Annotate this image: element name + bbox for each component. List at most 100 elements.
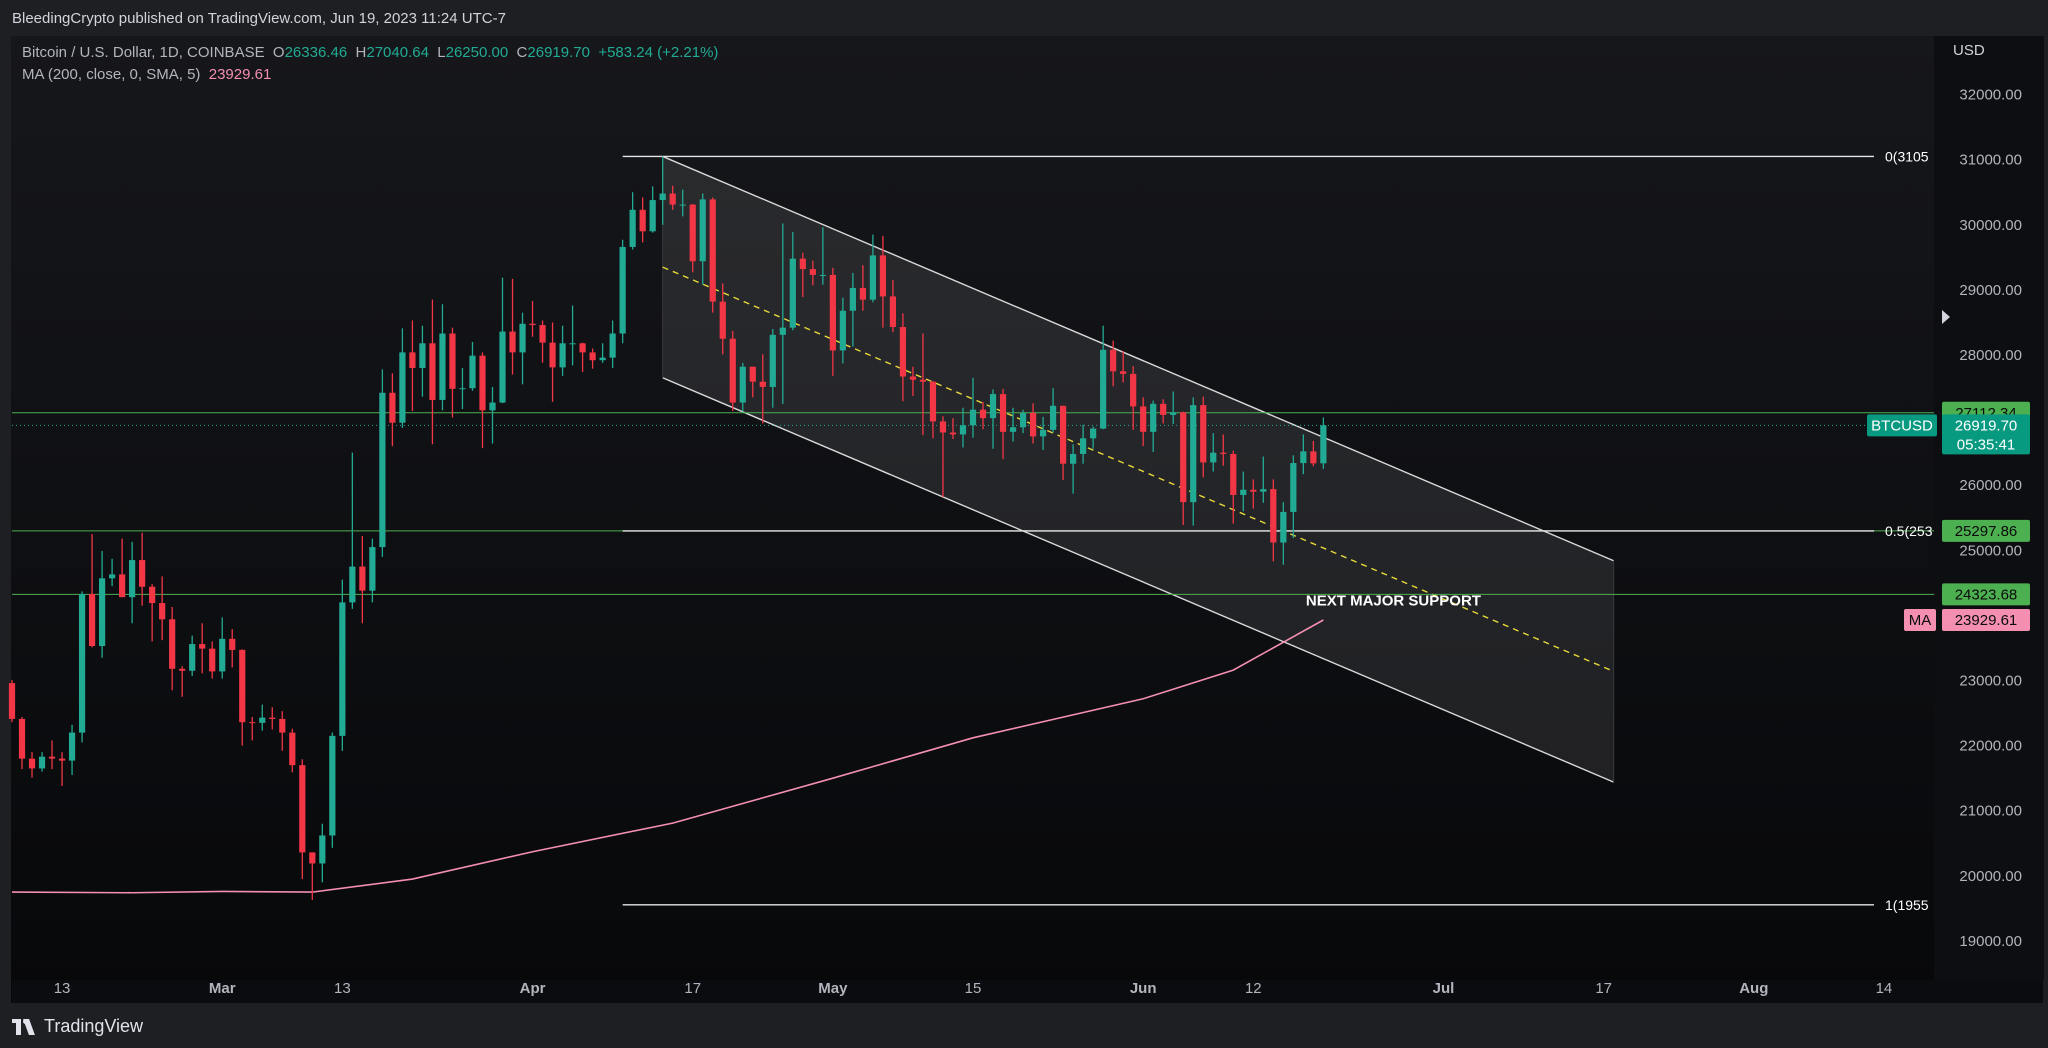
chart-area[interactable] <box>11 36 2043 1003</box>
candle-body[interactable] <box>979 409 987 419</box>
candle-body[interactable] <box>249 722 256 724</box>
candle-body[interactable] <box>959 425 967 435</box>
candle-body[interactable] <box>739 366 746 403</box>
candle-body[interactable] <box>949 432 957 435</box>
candle-body[interactable] <box>389 392 396 423</box>
candle-body[interactable] <box>1059 405 1067 464</box>
candle-body[interactable] <box>619 246 626 334</box>
candle-body[interactable] <box>869 255 876 300</box>
candle-body[interactable] <box>569 343 576 345</box>
candle-body[interactable] <box>1210 452 1217 463</box>
candle-body[interactable] <box>999 394 1007 432</box>
candle-body[interactable] <box>879 255 887 297</box>
candle-body[interactable] <box>449 333 456 389</box>
candle-body[interactable] <box>909 376 917 380</box>
candle-body[interactable] <box>419 343 426 369</box>
candle-body[interactable] <box>819 274 826 276</box>
candle-body[interactable] <box>599 357 606 361</box>
candle-body[interactable] <box>639 209 646 232</box>
candle-body[interactable] <box>409 352 416 369</box>
candle-body[interactable] <box>429 343 436 400</box>
candle-body[interactable] <box>859 287 866 300</box>
candle-body[interactable] <box>779 327 786 335</box>
moving-average-line[interactable] <box>11 619 1324 894</box>
candle-body[interactable] <box>329 735 336 836</box>
candle-body[interactable] <box>1250 489 1257 492</box>
candle-body[interactable] <box>399 352 406 423</box>
candle-body[interactable] <box>1190 405 1197 503</box>
candle-body[interactable] <box>969 409 977 426</box>
candle-body[interactable] <box>8 683 16 719</box>
candle-body[interactable] <box>1029 412 1037 437</box>
candle-body[interactable] <box>939 421 947 433</box>
candle-body[interactable] <box>1160 403 1167 415</box>
candle-body[interactable] <box>199 644 206 649</box>
candle-body[interactable] <box>529 323 536 326</box>
candle-body[interactable] <box>359 566 366 591</box>
candle-body[interactable] <box>369 547 376 591</box>
candle-body[interactable] <box>589 352 596 361</box>
price-scale[interactable] <box>1934 36 2044 980</box>
candle-body[interactable] <box>719 301 726 339</box>
candle-body[interactable] <box>1320 425 1327 464</box>
candle-body[interactable] <box>769 334 776 387</box>
candle-body[interactable] <box>899 327 907 377</box>
candle-body[interactable] <box>1180 412 1187 503</box>
candle-body[interactable] <box>749 366 756 382</box>
candle-body[interactable] <box>509 331 516 353</box>
candle-body[interactable] <box>629 209 636 247</box>
candle-body[interactable] <box>279 718 286 733</box>
candle-body[interactable] <box>319 835 326 864</box>
candle-body[interactable] <box>499 331 506 403</box>
candle-body[interactable] <box>349 566 356 603</box>
candle-body[interactable] <box>229 638 236 650</box>
candle-body[interactable] <box>239 649 246 723</box>
candle-body[interactable] <box>839 310 846 351</box>
candle-body[interactable] <box>439 333 446 400</box>
scroll-right-icon[interactable] <box>1942 310 1950 324</box>
candle-body[interactable] <box>549 342 556 368</box>
candle-body[interactable] <box>929 381 937 422</box>
candle-body[interactable] <box>679 204 686 206</box>
candle-body[interactable] <box>48 756 56 759</box>
candle-body[interactable] <box>799 258 806 270</box>
candle-body[interactable] <box>849 287 856 311</box>
candle-body[interactable] <box>1049 405 1057 430</box>
candle-body[interactable] <box>309 852 316 864</box>
candle-body[interactable] <box>1230 453 1237 495</box>
candle-body[interactable] <box>179 668 186 671</box>
candle-body[interactable] <box>209 648 216 672</box>
candle-body[interactable] <box>1260 489 1267 492</box>
candle-body[interactable] <box>78 593 86 733</box>
candle-body[interactable] <box>729 338 736 403</box>
candle-body[interactable] <box>1300 451 1307 464</box>
candle-body[interactable] <box>139 560 146 587</box>
candle-body[interactable] <box>169 619 176 669</box>
channel-upper-line[interactable] <box>662 155 1614 562</box>
candle-body[interactable] <box>189 644 196 671</box>
candle-body[interactable] <box>18 718 26 759</box>
candle-body[interactable] <box>1310 451 1317 464</box>
candle-body[interactable] <box>1100 349 1107 429</box>
candle-body[interactable] <box>579 343 586 353</box>
candle-body[interactable] <box>459 388 466 390</box>
candle-body[interactable] <box>489 402 496 411</box>
candle-body[interactable] <box>38 756 46 769</box>
ma-legend-label[interactable]: MA (200, close, 0, SMA, 5) <box>22 66 201 83</box>
candle-body[interactable] <box>699 199 706 262</box>
candle-body[interactable] <box>1290 463 1297 512</box>
candle-body[interactable] <box>1070 453 1077 464</box>
candle-body[interactable] <box>829 274 836 351</box>
candle-body[interactable] <box>1150 403 1157 432</box>
candle-body[interactable] <box>259 717 266 723</box>
candle-body[interactable] <box>219 638 226 672</box>
candle-body[interactable] <box>469 355 476 389</box>
candle-body[interactable] <box>1170 412 1177 415</box>
candle-body[interactable] <box>109 574 116 579</box>
candle-body[interactable] <box>28 758 36 769</box>
candle-body[interactable] <box>1039 429 1047 437</box>
candle-body[interactable] <box>1140 406 1147 432</box>
candle-body[interactable] <box>269 717 276 719</box>
candle-body[interactable] <box>149 586 156 604</box>
